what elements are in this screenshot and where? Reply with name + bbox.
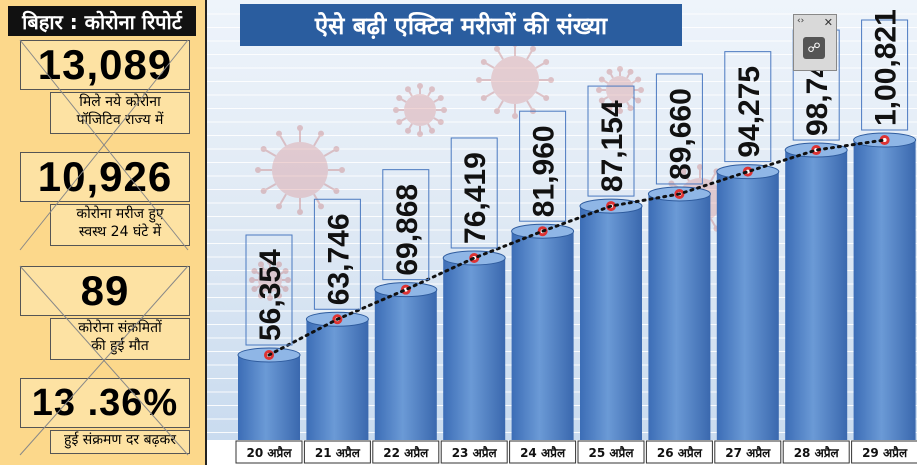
- category-label-1: 20 अप्रैल: [235, 440, 303, 464]
- value-label-1: 56,354: [245, 234, 293, 346]
- category-labels-group: 20 अप्रैल 21 अप्रैल 22 अप्रैल 23 अप्रैल 24 अ…: [235, 440, 917, 464]
- link-icon[interactable]: ☍: [803, 37, 825, 59]
- svg-text:25 अप्रैल: 25 अप्रैल: [588, 446, 634, 460]
- bar-6: [579, 198, 643, 440]
- svg-text:21 अप्रैल: 21 अप्रैल: [315, 446, 361, 460]
- svg-text:29 अप्रैल: 29 अप्रैल: [862, 446, 908, 460]
- trend-line: [267, 138, 887, 357]
- value-label-2: 63,746: [313, 198, 361, 310]
- value-labels-group: 56,354 63,746 69,868 76,419 81,960 87,154 89,6…: [245, 9, 909, 346]
- value-label-3: 69,868: [382, 169, 430, 281]
- bar-3: [374, 282, 438, 440]
- svg-text:23 अप्रैल: 23 अप्रैल: [452, 446, 498, 460]
- svg-text:89,660: 89,660: [664, 88, 697, 180]
- category-label-4: 23 अप्रैल: [440, 440, 508, 464]
- bar-5: [511, 223, 575, 440]
- svg-text:26 अप्रैल: 26 अप्रैल: [657, 446, 703, 460]
- floating-widget[interactable]: ‹› ✕ ☍: [793, 14, 837, 71]
- svg-text:81,960: 81,960: [528, 125, 561, 217]
- svg-text:22 अप्रैल: 22 अप्रैल: [383, 446, 429, 460]
- bar-10: [853, 132, 917, 440]
- category-label-2: 21 अप्रैल: [303, 440, 371, 464]
- svg-text:27 अप्रैल: 27 अप्रैल: [725, 446, 771, 460]
- category-label-3: 22 अप्रैल: [372, 440, 440, 464]
- svg-text:28 अप्रैल: 28 अप्रैल: [794, 446, 840, 460]
- expand-icon[interactable]: ‹›: [797, 16, 805, 26]
- bars-group: [237, 132, 917, 440]
- category-label-5: 24 अप्रैल: [509, 440, 577, 464]
- svg-text:24 अप्रैल: 24 अप्रैल: [520, 446, 566, 460]
- svg-text:69,868: 69,868: [391, 184, 424, 276]
- value-label-8: 94,275: [724, 51, 772, 163]
- svg-text:76,419: 76,419: [459, 152, 492, 244]
- bar-7: [647, 186, 711, 440]
- value-label-5: 81,960: [519, 110, 567, 222]
- value-label-10: 1,00,821: [861, 9, 909, 131]
- category-label-8: 27 अप्रैल: [714, 440, 782, 464]
- left-panel: बिहार : कोरोना रिपोर्ट 13,089 मिले नये क…: [0, 0, 207, 465]
- svg-text:63,746: 63,746: [322, 213, 355, 305]
- svg-text:56,354: 56,354: [254, 249, 287, 341]
- category-label-7: 26 अप्रैल: [645, 440, 713, 464]
- bar-9: [784, 142, 848, 440]
- close-icon[interactable]: ✕: [823, 16, 833, 29]
- bar-2: [305, 311, 369, 440]
- svg-text:87,154: 87,154: [596, 100, 629, 192]
- category-label-10: 29 अप्रैल: [851, 440, 917, 464]
- svg-text:98,74: 98,74: [801, 61, 834, 136]
- bar-8: [716, 164, 780, 440]
- category-label-9: 28 अप्रैल: [782, 440, 850, 464]
- value-label-6: 87,154: [587, 85, 635, 197]
- value-label-9: 98,74: [792, 29, 840, 141]
- bar-4: [442, 250, 506, 440]
- svg-text:94,275: 94,275: [733, 66, 766, 158]
- chart-title: ऐसे बढ़ी एक्टिव मरीजों की संख्या: [240, 4, 682, 46]
- bar-1: [237, 347, 301, 440]
- value-label-4: 76,419: [450, 137, 498, 249]
- report-title: बिहार : कोरोना रिपोर्ट: [8, 6, 196, 36]
- category-label-6: 25 अप्रैल: [577, 440, 645, 464]
- value-label-7: 89,660: [655, 73, 703, 185]
- svg-text:1,00,821: 1,00,821: [870, 9, 903, 126]
- svg-text:20 अप्रैल: 20 अप्रैल: [246, 446, 292, 460]
